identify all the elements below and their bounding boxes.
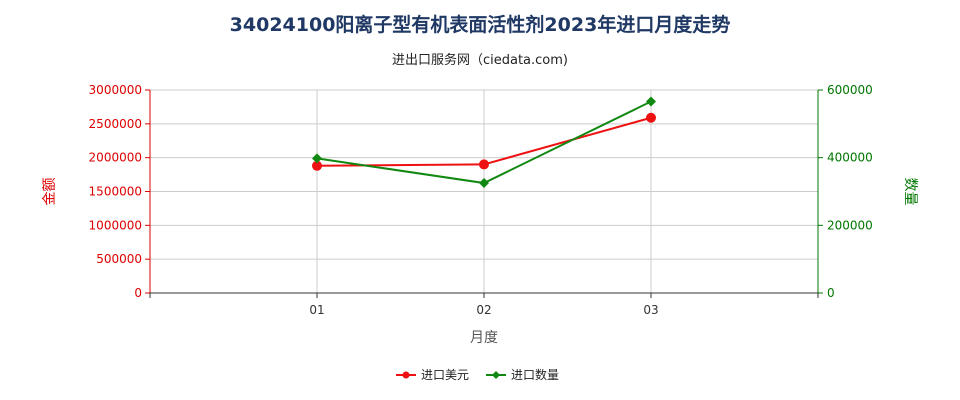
x-axis-title: 月度 bbox=[470, 330, 498, 346]
left-axis-title: 金额 bbox=[42, 178, 58, 206]
right-axis-tick-label: 0 bbox=[827, 286, 835, 300]
chart-subtitle: 进出口服务网（ciedata.com) bbox=[391, 53, 568, 68]
right-axis-tick-label: 200000 bbox=[827, 218, 873, 232]
right-axis-tick-label: 400000 bbox=[827, 151, 873, 165]
right-axis-tick-label: 600000 bbox=[827, 83, 873, 97]
chart-title: 34024100阳离子型有机表面活性剂2023年进口月度走势 bbox=[229, 14, 731, 36]
x-axis-tick-label: 02 bbox=[476, 303, 491, 317]
legend-label: 进口美元 bbox=[421, 368, 469, 382]
left-axis-tick-label: 1000000 bbox=[89, 218, 142, 232]
legend-swatch-marker bbox=[492, 371, 500, 379]
series-point bbox=[479, 159, 489, 170]
left-axis-tick-label: 2500000 bbox=[89, 117, 142, 131]
series-point bbox=[479, 178, 489, 189]
left-axis-tick-label: 1500000 bbox=[89, 185, 142, 199]
left-axis-tick-label: 0 bbox=[134, 286, 142, 300]
legend-label: 进口数量 bbox=[511, 367, 559, 382]
left-axis-tick-label: 500000 bbox=[96, 252, 142, 266]
series-point bbox=[312, 153, 322, 164]
legend-swatch-marker bbox=[402, 371, 410, 379]
right-axis-title: 数量 bbox=[902, 178, 918, 206]
left-axis-tick-label: 2000000 bbox=[89, 151, 142, 165]
x-axis-tick-label: 03 bbox=[643, 303, 658, 317]
x-axis-tick-label: 01 bbox=[309, 303, 324, 317]
series-point bbox=[646, 112, 656, 123]
series-point bbox=[312, 160, 322, 171]
left-axis-tick-label: 3000000 bbox=[89, 83, 142, 97]
series-point bbox=[646, 96, 656, 107]
